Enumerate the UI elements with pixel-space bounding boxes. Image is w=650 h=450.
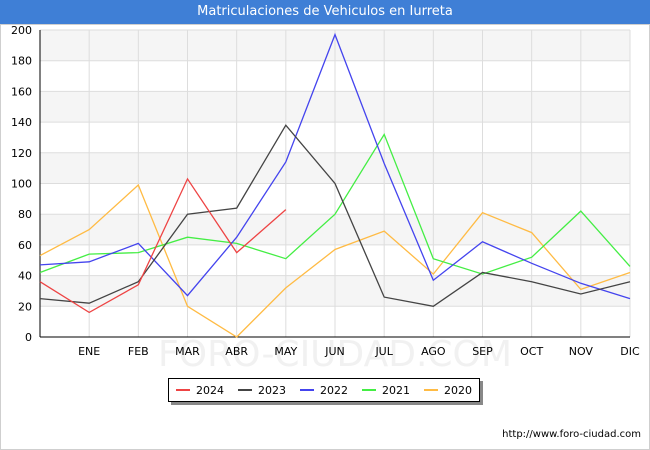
y-tick-label: 60 — [18, 239, 32, 252]
legend-item-2021: 2021 — [362, 384, 410, 397]
y-tick-label: 160 — [11, 85, 32, 98]
x-tick-label: ABR — [225, 345, 248, 358]
chart-title: Matriculaciones de Vehiculos en Iurreta — [0, 0, 650, 24]
legend-label: 2022 — [320, 383, 348, 397]
legend-label: 2023 — [258, 383, 286, 397]
x-tick-label: DIC — [620, 345, 640, 358]
legend-label: 2024 — [196, 383, 224, 397]
legend-item-2022: 2022 — [300, 384, 348, 397]
y-tick-label: 140 — [11, 116, 32, 129]
series-line-2023 — [39, 124, 631, 307]
legend-item-2020: 2020 — [424, 384, 472, 397]
legend-swatch — [238, 389, 252, 391]
y-tick-label: 100 — [11, 178, 32, 191]
source-url: http://www.foro-ciudad.com — [502, 429, 641, 440]
legend: 2024 2023 2022 2021 2020 — [168, 378, 480, 402]
x-tick-label: OCT — [520, 345, 543, 358]
y-tick-label: 200 — [11, 24, 32, 37]
series-line-2020 — [39, 183, 631, 338]
legend-swatch — [176, 389, 190, 391]
legend-swatch — [424, 389, 438, 391]
watermark: FORO-CIUDAD.COM — [158, 334, 512, 375]
series-line-2021 — [39, 132, 631, 275]
legend-item-2024: 2024 — [176, 384, 224, 397]
series-line-2022 — [39, 32, 631, 300]
y-tick-label: 80 — [18, 208, 32, 221]
legend-label: 2021 — [382, 383, 410, 397]
y-tick-label: 40 — [18, 270, 32, 283]
y-tick-label: 20 — [18, 300, 32, 313]
legend-swatch — [362, 389, 376, 391]
x-tick-label: NOV — [569, 345, 594, 358]
legend-label: 2020 — [444, 383, 472, 397]
y-tick-label: 0 — [25, 331, 32, 344]
legend-swatch — [300, 389, 314, 391]
x-tick-label: AGO — [421, 345, 446, 358]
y-tick-label: 180 — [11, 55, 32, 68]
x-tick-label: SEP — [472, 345, 493, 358]
x-tick-label: MAR — [175, 345, 200, 358]
x-tick-label: FEB — [128, 345, 149, 358]
x-tick-label: JUL — [374, 345, 393, 358]
series-line-2024 — [39, 177, 287, 314]
legend-item-2023: 2023 — [238, 384, 286, 397]
y-tick-label: 120 — [11, 147, 32, 160]
x-tick-label: ENE — [78, 345, 100, 358]
x-tick-label: MAY — [274, 345, 297, 358]
x-tick-label: JUN — [324, 345, 345, 358]
